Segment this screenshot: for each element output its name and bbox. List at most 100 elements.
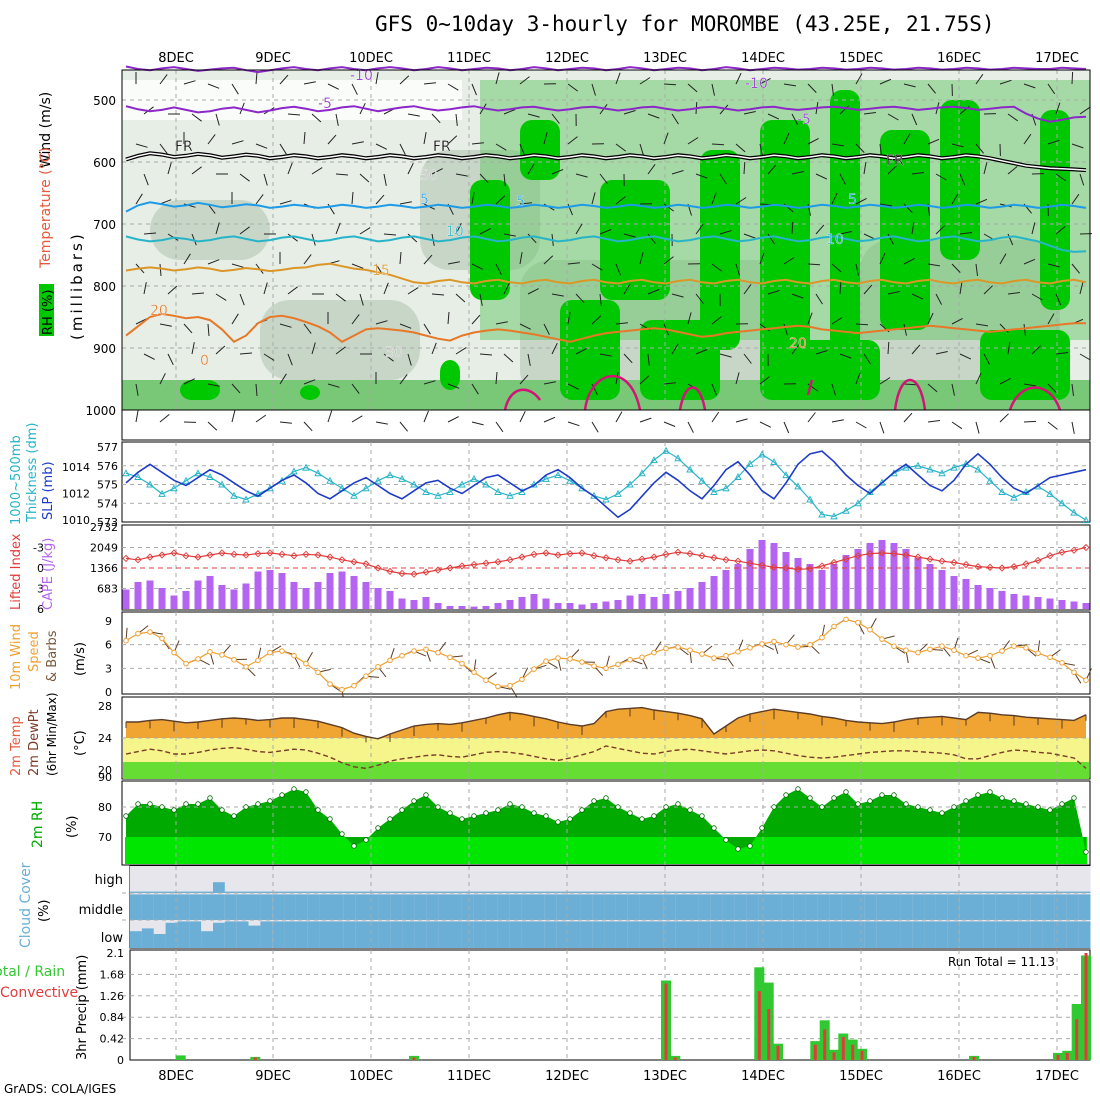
wind-barb <box>951 193 959 205</box>
data-marker <box>999 648 1005 654</box>
cloud-cell <box>414 921 427 948</box>
wind-barb <box>383 282 389 295</box>
rh-saturated-area <box>440 360 460 390</box>
cloud-cell <box>829 894 842 920</box>
wind-barb <box>879 377 891 385</box>
li-tick: 3 <box>37 583 44 596</box>
wind-barb <box>1071 193 1080 205</box>
cape-bar <box>902 549 910 609</box>
data-marker <box>902 463 910 471</box>
cloud-cell <box>805 891 818 893</box>
wind-barb <box>159 143 168 154</box>
data-marker <box>902 551 910 559</box>
data-marker <box>315 669 321 676</box>
wind-barb <box>615 411 623 423</box>
wind-barb <box>191 342 195 355</box>
precip-convective-bar <box>851 1044 855 1060</box>
data-marker <box>135 630 141 637</box>
wind-barb <box>407 287 419 295</box>
wind-barb <box>407 233 418 243</box>
cape-bar <box>806 564 814 609</box>
data-marker <box>483 810 489 816</box>
precip-axis-label: 3hr Precip (mm) <box>75 955 90 1060</box>
data-marker <box>627 656 633 663</box>
wind-barb <box>215 345 226 355</box>
cloud-cell <box>307 894 321 920</box>
cloud-cell <box>888 921 901 948</box>
wind-barb <box>759 421 772 428</box>
data-marker <box>470 474 478 482</box>
data-marker <box>231 656 237 663</box>
cloud-cell <box>213 882 226 893</box>
cloud-cell <box>663 894 676 920</box>
wind-barb <box>863 284 873 295</box>
data-marker <box>243 664 249 670</box>
wind-barb <box>287 353 293 366</box>
cape-bar <box>1034 597 1042 609</box>
data-marker <box>339 686 345 693</box>
wind-barb <box>447 383 460 389</box>
wind-barb <box>191 166 202 175</box>
data-marker <box>771 638 777 645</box>
cape-bar <box>134 582 142 609</box>
temp-tick: 20 <box>98 764 112 777</box>
cape-bar <box>254 571 262 609</box>
cloud-cell <box>1042 891 1055 893</box>
wind-barb <box>231 313 239 325</box>
wind-barb <box>311 113 322 123</box>
wind-barb <box>303 81 316 85</box>
data-marker <box>327 681 333 687</box>
wind-barb <box>591 315 602 325</box>
cape-bar <box>458 606 466 609</box>
data-marker <box>350 558 358 566</box>
cloud-cell <box>1054 921 1067 948</box>
data-marker <box>494 488 502 495</box>
wind-barb <box>903 83 916 88</box>
cloud-cell <box>722 891 735 893</box>
wind-barb <box>911 113 918 126</box>
data-marker <box>1010 493 1018 501</box>
cloud-cell <box>651 891 664 893</box>
wind-barb <box>399 75 410 85</box>
cloud-cell <box>497 894 510 920</box>
wind-barb <box>863 112 876 115</box>
wind-barb <box>351 191 354 205</box>
precip-tick: 1.26 <box>100 990 125 1003</box>
wind-barb <box>335 293 346 302</box>
wind-barb <box>503 173 506 186</box>
data-marker <box>615 661 621 668</box>
cape-bar <box>590 603 598 609</box>
wind-barb <box>791 171 804 175</box>
wind-barb <box>375 320 388 325</box>
wind-barb <box>831 317 843 325</box>
cloud-clear-cell <box>485 866 498 893</box>
saturation-contour <box>893 378 927 411</box>
data-marker <box>386 471 394 479</box>
cloud-cell <box>307 891 321 893</box>
data-marker <box>830 558 838 567</box>
wind-barb <box>903 412 913 423</box>
data-marker <box>734 473 742 480</box>
cape-bar <box>542 598 550 609</box>
cape-bar <box>182 591 190 609</box>
data-marker <box>387 657 393 664</box>
cloud-cell <box>544 894 558 920</box>
cloud-cell <box>272 921 285 948</box>
slp-tick: 1010 <box>62 514 90 527</box>
data-marker <box>267 649 273 656</box>
upper-mb-label: (millibars) <box>68 231 86 340</box>
data-marker <box>795 644 801 650</box>
cloud-clear-cell <box>746 866 759 893</box>
data-marker <box>374 564 382 572</box>
wind-barb <box>471 192 475 205</box>
data-marker <box>434 491 442 499</box>
cloud-cell <box>793 894 807 920</box>
data-marker <box>1083 677 1089 684</box>
precip-convective-bar <box>832 1052 836 1060</box>
data-marker <box>555 819 561 825</box>
data-marker <box>158 551 166 559</box>
data-marker <box>723 837 729 843</box>
wind-tick: 3 <box>105 662 112 675</box>
cloud-clear-cell <box>734 866 747 893</box>
